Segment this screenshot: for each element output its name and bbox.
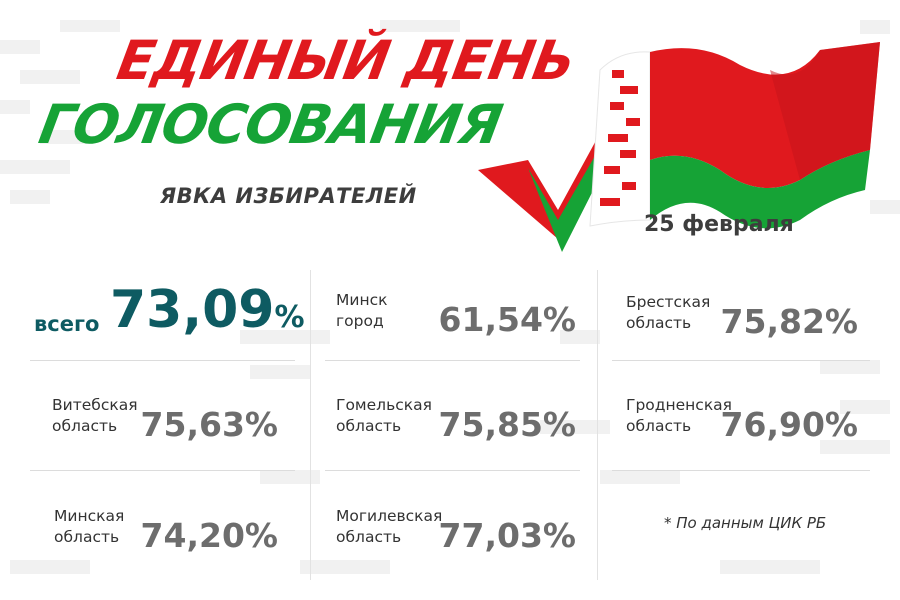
divider xyxy=(612,470,870,471)
subtitle: ЯВКА ИЗБИРАТЕЛЕЙ xyxy=(160,184,417,208)
divider xyxy=(310,270,311,580)
region-turnout: 77,03% xyxy=(438,516,576,555)
region-cell: Минская область 74,20% xyxy=(54,484,278,584)
region-name: Брестская область xyxy=(626,293,711,332)
belarus-flag-icon xyxy=(478,42,880,252)
region-turnout: 61,54% xyxy=(438,300,576,339)
divider xyxy=(325,360,580,361)
region-turnout: 74,20% xyxy=(140,516,278,555)
title-line1: ЕДИНЫЙ ДЕНЬ xyxy=(112,29,580,92)
region-turnout: 76,90% xyxy=(720,405,858,444)
source-footnote: * По данным ЦИК РБ xyxy=(664,514,827,532)
region-cell: Витебская область 75,63% xyxy=(52,373,278,473)
region-turnout: 75,85% xyxy=(438,405,576,444)
region-turnout: 75,63% xyxy=(140,405,278,444)
total-value: 73,09% xyxy=(110,280,305,340)
region-name: Гомельская область xyxy=(336,396,432,435)
region-cell: Брестская область 75,82% xyxy=(626,270,858,370)
region-cell: Могилевская область 77,03% xyxy=(336,484,576,584)
region-name: Могилевская область xyxy=(336,507,443,546)
total-label: всего xyxy=(34,312,100,336)
divider xyxy=(30,470,295,471)
divider xyxy=(597,270,598,580)
region-cell: Минск город 61,54% xyxy=(336,268,576,368)
region-name: Витебская область xyxy=(52,396,138,435)
region-cell: Гомельская область 75,85% xyxy=(336,373,576,473)
divider xyxy=(30,360,295,361)
total-number: 73,09 xyxy=(110,280,275,340)
divider xyxy=(325,470,580,471)
region-turnout: 75,82% xyxy=(720,302,858,341)
total-unit: % xyxy=(274,300,305,335)
region-cell: Гродненская область 76,90% xyxy=(626,373,858,473)
region-name: Минская область xyxy=(54,507,125,546)
title-line2: ГОЛОСОВАНИЯ xyxy=(34,93,507,156)
region-name: Минск город xyxy=(336,291,388,330)
election-date: 25 февраля xyxy=(644,212,794,237)
divider xyxy=(612,360,870,361)
region-name: Гродненская область xyxy=(626,396,733,435)
